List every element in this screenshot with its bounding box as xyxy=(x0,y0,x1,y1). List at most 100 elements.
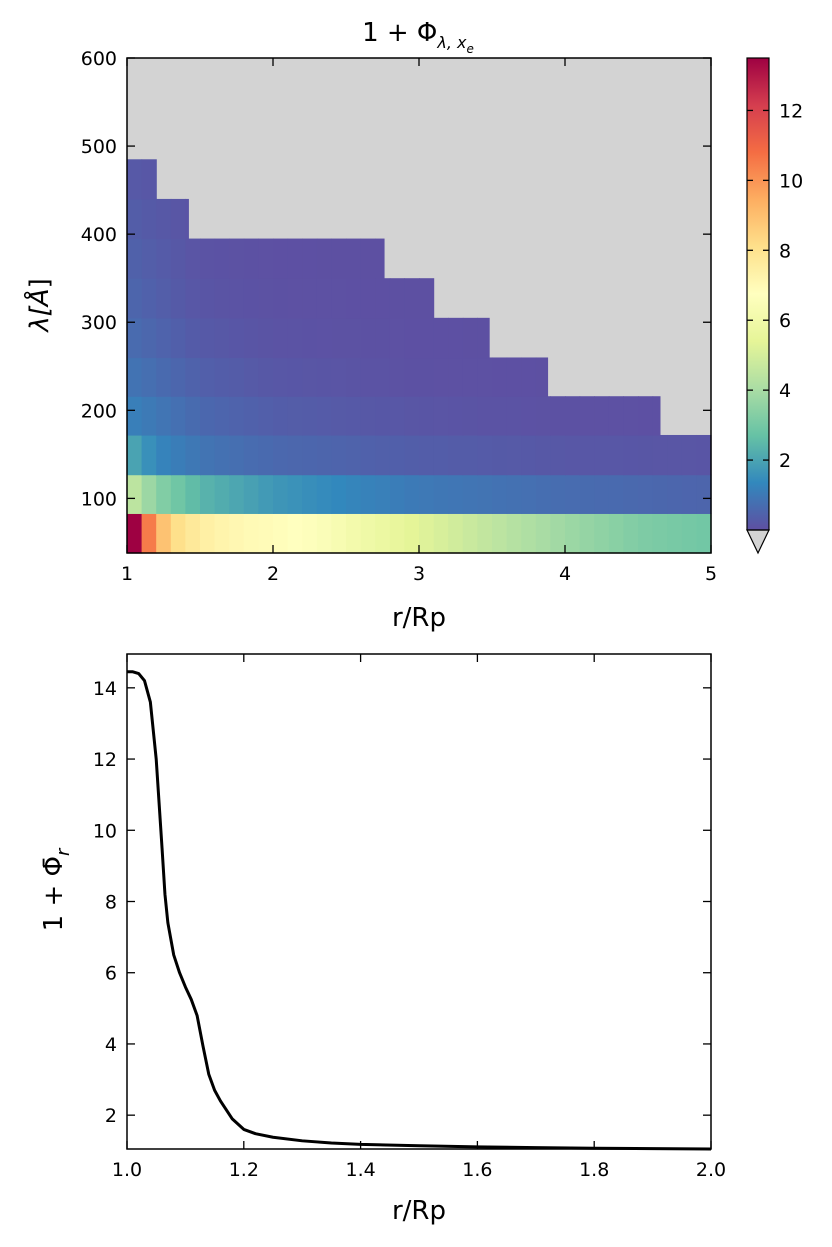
heatmap-cell xyxy=(273,513,289,554)
heatmap-cell xyxy=(287,396,303,436)
heatmap-cell xyxy=(346,317,362,359)
heatmap-cell xyxy=(346,278,362,319)
heatmap-cell xyxy=(652,396,661,436)
heatmap-cell xyxy=(477,357,493,397)
heatmap-cell xyxy=(185,474,201,514)
heatmap-cell xyxy=(156,357,172,397)
heatmap-cell xyxy=(404,317,420,359)
heatmap-cell xyxy=(389,474,405,514)
colorbar-frame xyxy=(746,57,770,531)
heatmap-cell xyxy=(214,238,230,279)
heatmap-cell xyxy=(258,396,274,436)
colorbar-tick-label: 6 xyxy=(779,310,791,332)
heatmap-cell xyxy=(287,317,303,359)
x-tick-label: 2 xyxy=(267,563,279,585)
heatmap-cell xyxy=(229,238,245,279)
heatmap-cell xyxy=(346,238,362,279)
line-y-ticks: 2 4 6 8 10 12 14 xyxy=(93,678,711,1127)
heatmap-y-axis-label-end: ] xyxy=(25,278,55,288)
heatmap-cell xyxy=(448,474,464,514)
heatmap-cell xyxy=(565,513,581,554)
heatmap-cell xyxy=(492,357,508,397)
heatmap-cell xyxy=(127,278,143,319)
heatmap-cell xyxy=(492,513,508,554)
heatmap-cell xyxy=(331,396,347,436)
heatmap-cell xyxy=(608,434,624,476)
heatmap-cell xyxy=(302,238,318,279)
heatmap-cell xyxy=(185,357,201,397)
heatmap-cell xyxy=(185,278,201,319)
heatmap-cell xyxy=(302,357,318,397)
heatmap-cell xyxy=(156,198,172,240)
heatmap-cell xyxy=(623,513,639,554)
heatmap-cell xyxy=(316,317,332,359)
line-y-axis-label-sym: Φ xyxy=(39,856,69,876)
heatmap-cell xyxy=(521,357,537,397)
heatmap-cell xyxy=(696,513,712,554)
heatmap-cell xyxy=(535,396,551,436)
heatmap-cell xyxy=(316,238,332,279)
heatmap-title-sub: λ, x xyxy=(436,33,467,52)
heatmap-cell xyxy=(462,357,478,397)
heatmap-cell xyxy=(681,434,697,476)
heatmap-cell xyxy=(331,513,347,554)
heatmap-cell xyxy=(200,357,216,397)
heatmap-cell xyxy=(608,474,624,514)
heatmap-y-axis-label: λ[Å] xyxy=(23,278,55,333)
heatmap-cell xyxy=(258,357,274,397)
line-y-axis-label: 1 + Φ̄r xyxy=(39,847,74,931)
heatmap-cell xyxy=(550,434,566,476)
y-tick-label: 10 xyxy=(93,820,117,842)
heatmap-cell xyxy=(696,434,712,476)
heatmap-cell xyxy=(229,278,245,319)
heatmap-cell xyxy=(448,434,464,476)
heatmap-cell xyxy=(127,317,143,359)
heatmap-cell xyxy=(433,513,449,554)
heatmap-cell xyxy=(331,317,347,359)
heatmap-cell xyxy=(535,434,551,476)
heatmap-cell xyxy=(141,434,157,476)
heatmap-cell xyxy=(185,434,201,476)
heatmap-cell xyxy=(156,238,172,279)
heatmap-cell xyxy=(170,434,186,476)
heatmap-cell xyxy=(579,513,595,554)
heatmap-cell xyxy=(579,474,595,514)
heatmap-cell xyxy=(623,396,639,436)
heatmap-cell xyxy=(214,317,230,359)
heatmap-cell xyxy=(623,474,639,514)
heatmap-cell xyxy=(273,357,289,397)
heatmap-cell xyxy=(346,474,362,514)
heatmap-cell xyxy=(141,396,157,436)
heatmap-cell xyxy=(141,278,157,319)
heatmap-cell xyxy=(594,513,610,554)
heatmap-cell xyxy=(127,159,143,200)
colorbar-tick-label: 8 xyxy=(779,240,791,262)
heatmap-cell xyxy=(200,278,216,319)
y-tick-label: 2 xyxy=(105,1105,117,1127)
heatmap-cell xyxy=(258,474,274,514)
heatmap-cell xyxy=(273,278,289,319)
heatmap-cell xyxy=(404,513,420,554)
x-tick-label: 1.4 xyxy=(345,1159,375,1181)
heatmap-cell xyxy=(258,238,274,279)
heatmap-cell xyxy=(243,513,259,554)
heatmap-cell xyxy=(389,278,405,319)
heatmap-cell xyxy=(156,396,172,436)
heatmap-y-axis-label-unit: Å xyxy=(23,288,55,308)
y-tick-label: 200 xyxy=(81,400,117,422)
heatmap-cell xyxy=(389,317,405,359)
heatmap-cell xyxy=(477,434,493,476)
heatmap-cell xyxy=(127,357,143,397)
x-tick-label: 1.8 xyxy=(579,1159,609,1181)
heatmap-cell xyxy=(433,317,449,359)
colorbar-under-extension xyxy=(746,529,770,555)
y-tick-label: 500 xyxy=(81,136,117,158)
heatmap-cell xyxy=(448,317,464,359)
heatmap-cell xyxy=(156,317,172,359)
heatmap-cell xyxy=(243,434,259,476)
heatmap-y-axis-label-main: λ[ xyxy=(25,305,55,333)
heatmap-cell xyxy=(419,474,435,514)
colorbar-tick-label: 4 xyxy=(779,380,791,402)
